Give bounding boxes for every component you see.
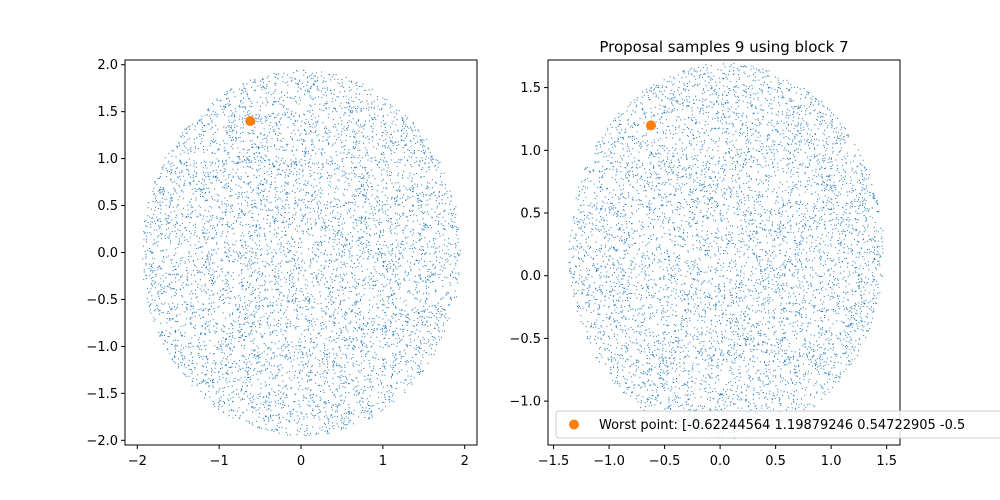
y-tick-label: 1.5	[520, 81, 541, 96]
y-tick-label: 0.0	[97, 246, 118, 261]
x-tick-label: 1	[379, 454, 387, 469]
right-subplot: Proposal samples 9 using block 7 −1.5 −1.…	[509, 38, 901, 469]
x-tick-label: −0.5	[649, 454, 681, 469]
left-subplot: −2 −1 0 1 2 −2.0 −1.5 −1.0 −0.5 0.0 0.5 1.0 1.5 2.0	[86, 58, 478, 469]
right-worst-point	[645, 120, 656, 131]
x-tick-label: 2	[461, 454, 469, 469]
right-chart-title: Proposal samples 9 using block 7	[599, 38, 848, 56]
x-tick-label: 0.5	[765, 454, 786, 469]
y-tick-label: −1.0	[509, 395, 541, 410]
left-highlight-layer	[245, 116, 256, 127]
y-tick-label: 0.5	[97, 199, 118, 214]
right-sample-cloud	[568, 62, 884, 440]
y-tick-label: 2.0	[97, 58, 118, 73]
left-sample-points	[142, 69, 461, 437]
left-worst-point	[245, 116, 256, 127]
x-tick-label: −1.5	[538, 454, 570, 469]
right-highlight-layer	[645, 120, 656, 131]
legend-box	[555, 410, 1000, 439]
y-tick-label: 1.0	[520, 144, 541, 159]
y-tick-label: −2.0	[86, 434, 118, 449]
y-tick-label: 1.0	[97, 152, 118, 167]
x-tick-label: 1.5	[876, 454, 897, 469]
y-tick-label: 0.0	[520, 269, 541, 284]
x-tick-label: −1	[210, 454, 229, 469]
y-tick-label: 1.5	[97, 105, 118, 120]
y-tick-label: 0.5	[520, 206, 541, 221]
right-axes-frame	[547, 59, 901, 446]
x-tick-label: 0	[297, 454, 305, 469]
x-tick-label: 1.0	[821, 454, 842, 469]
legend-marker	[569, 419, 579, 430]
left-axis-ticks: −2 −1 0 1 2 −2.0 −1.5 −1.0 −0.5 0.0 0.5 1.0 1.5 2.0	[86, 58, 468, 469]
x-tick-label: −1.0	[593, 454, 625, 469]
right-sample-points	[568, 62, 884, 440]
y-tick-label: −0.5	[86, 293, 118, 308]
x-tick-label: −2	[128, 454, 147, 469]
legend: Worst point: [-0.62244564 1.19879246 0.5…	[555, 410, 1000, 439]
legend-label: Worst point: [-0.62244564 1.19879246 0.5…	[599, 418, 965, 433]
x-tick-label: 0.0	[710, 454, 731, 469]
y-tick-label: −1.5	[86, 387, 118, 402]
left-sample-cloud	[142, 69, 461, 437]
y-tick-label: −1.0	[86, 340, 118, 355]
left-axes-frame	[124, 59, 478, 446]
y-tick-label: −0.5	[509, 332, 541, 347]
right-axis-ticks: −1.5 −1.0 −0.5 0.0 0.5 1.0 1.5 −1.0 −0.5 0.0 0.5 1.…	[509, 81, 897, 469]
